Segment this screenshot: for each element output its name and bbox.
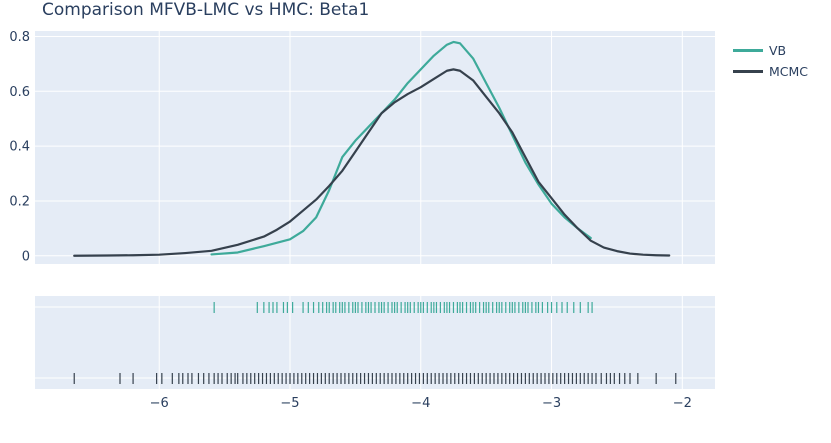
y-tick-label: 0 xyxy=(22,249,30,264)
axis-layer: −6 −5 −4 −3 −2 0 0.2 0.4 0.6 0.8 xyxy=(9,30,692,411)
chart-title: Comparison MFVB-LMC vs HMC: Beta1 xyxy=(42,0,370,20)
y-tick-label: 0.4 xyxy=(9,140,30,155)
legend-swatch-mcmc xyxy=(733,70,763,73)
x-tick-label: −4 xyxy=(411,396,430,411)
legend-swatch-vb xyxy=(733,49,763,52)
legend: VB MCMC xyxy=(733,40,808,82)
x-tick-label: −6 xyxy=(150,396,169,411)
x-tick-label: −5 xyxy=(280,396,299,411)
y-tick-label: 0.2 xyxy=(9,194,30,209)
main-plot-background xyxy=(35,31,715,264)
y-tick-label: 0.8 xyxy=(9,30,30,45)
legend-label-mcmc: MCMC xyxy=(769,64,809,79)
series-line-vb xyxy=(210,40,592,256)
legend-label-vb: VB xyxy=(769,43,787,58)
rug-layer xyxy=(73,302,677,384)
y-tick-label: 0.6 xyxy=(9,85,30,100)
x-tick-label: −2 xyxy=(673,396,692,411)
line-layer xyxy=(73,40,671,257)
series-line-mcmc xyxy=(73,68,671,257)
x-tick-label: −3 xyxy=(542,396,561,411)
legend-item-vb[interactable]: VB xyxy=(733,40,808,61)
legend-item-mcmc[interactable]: MCMC xyxy=(733,61,808,82)
